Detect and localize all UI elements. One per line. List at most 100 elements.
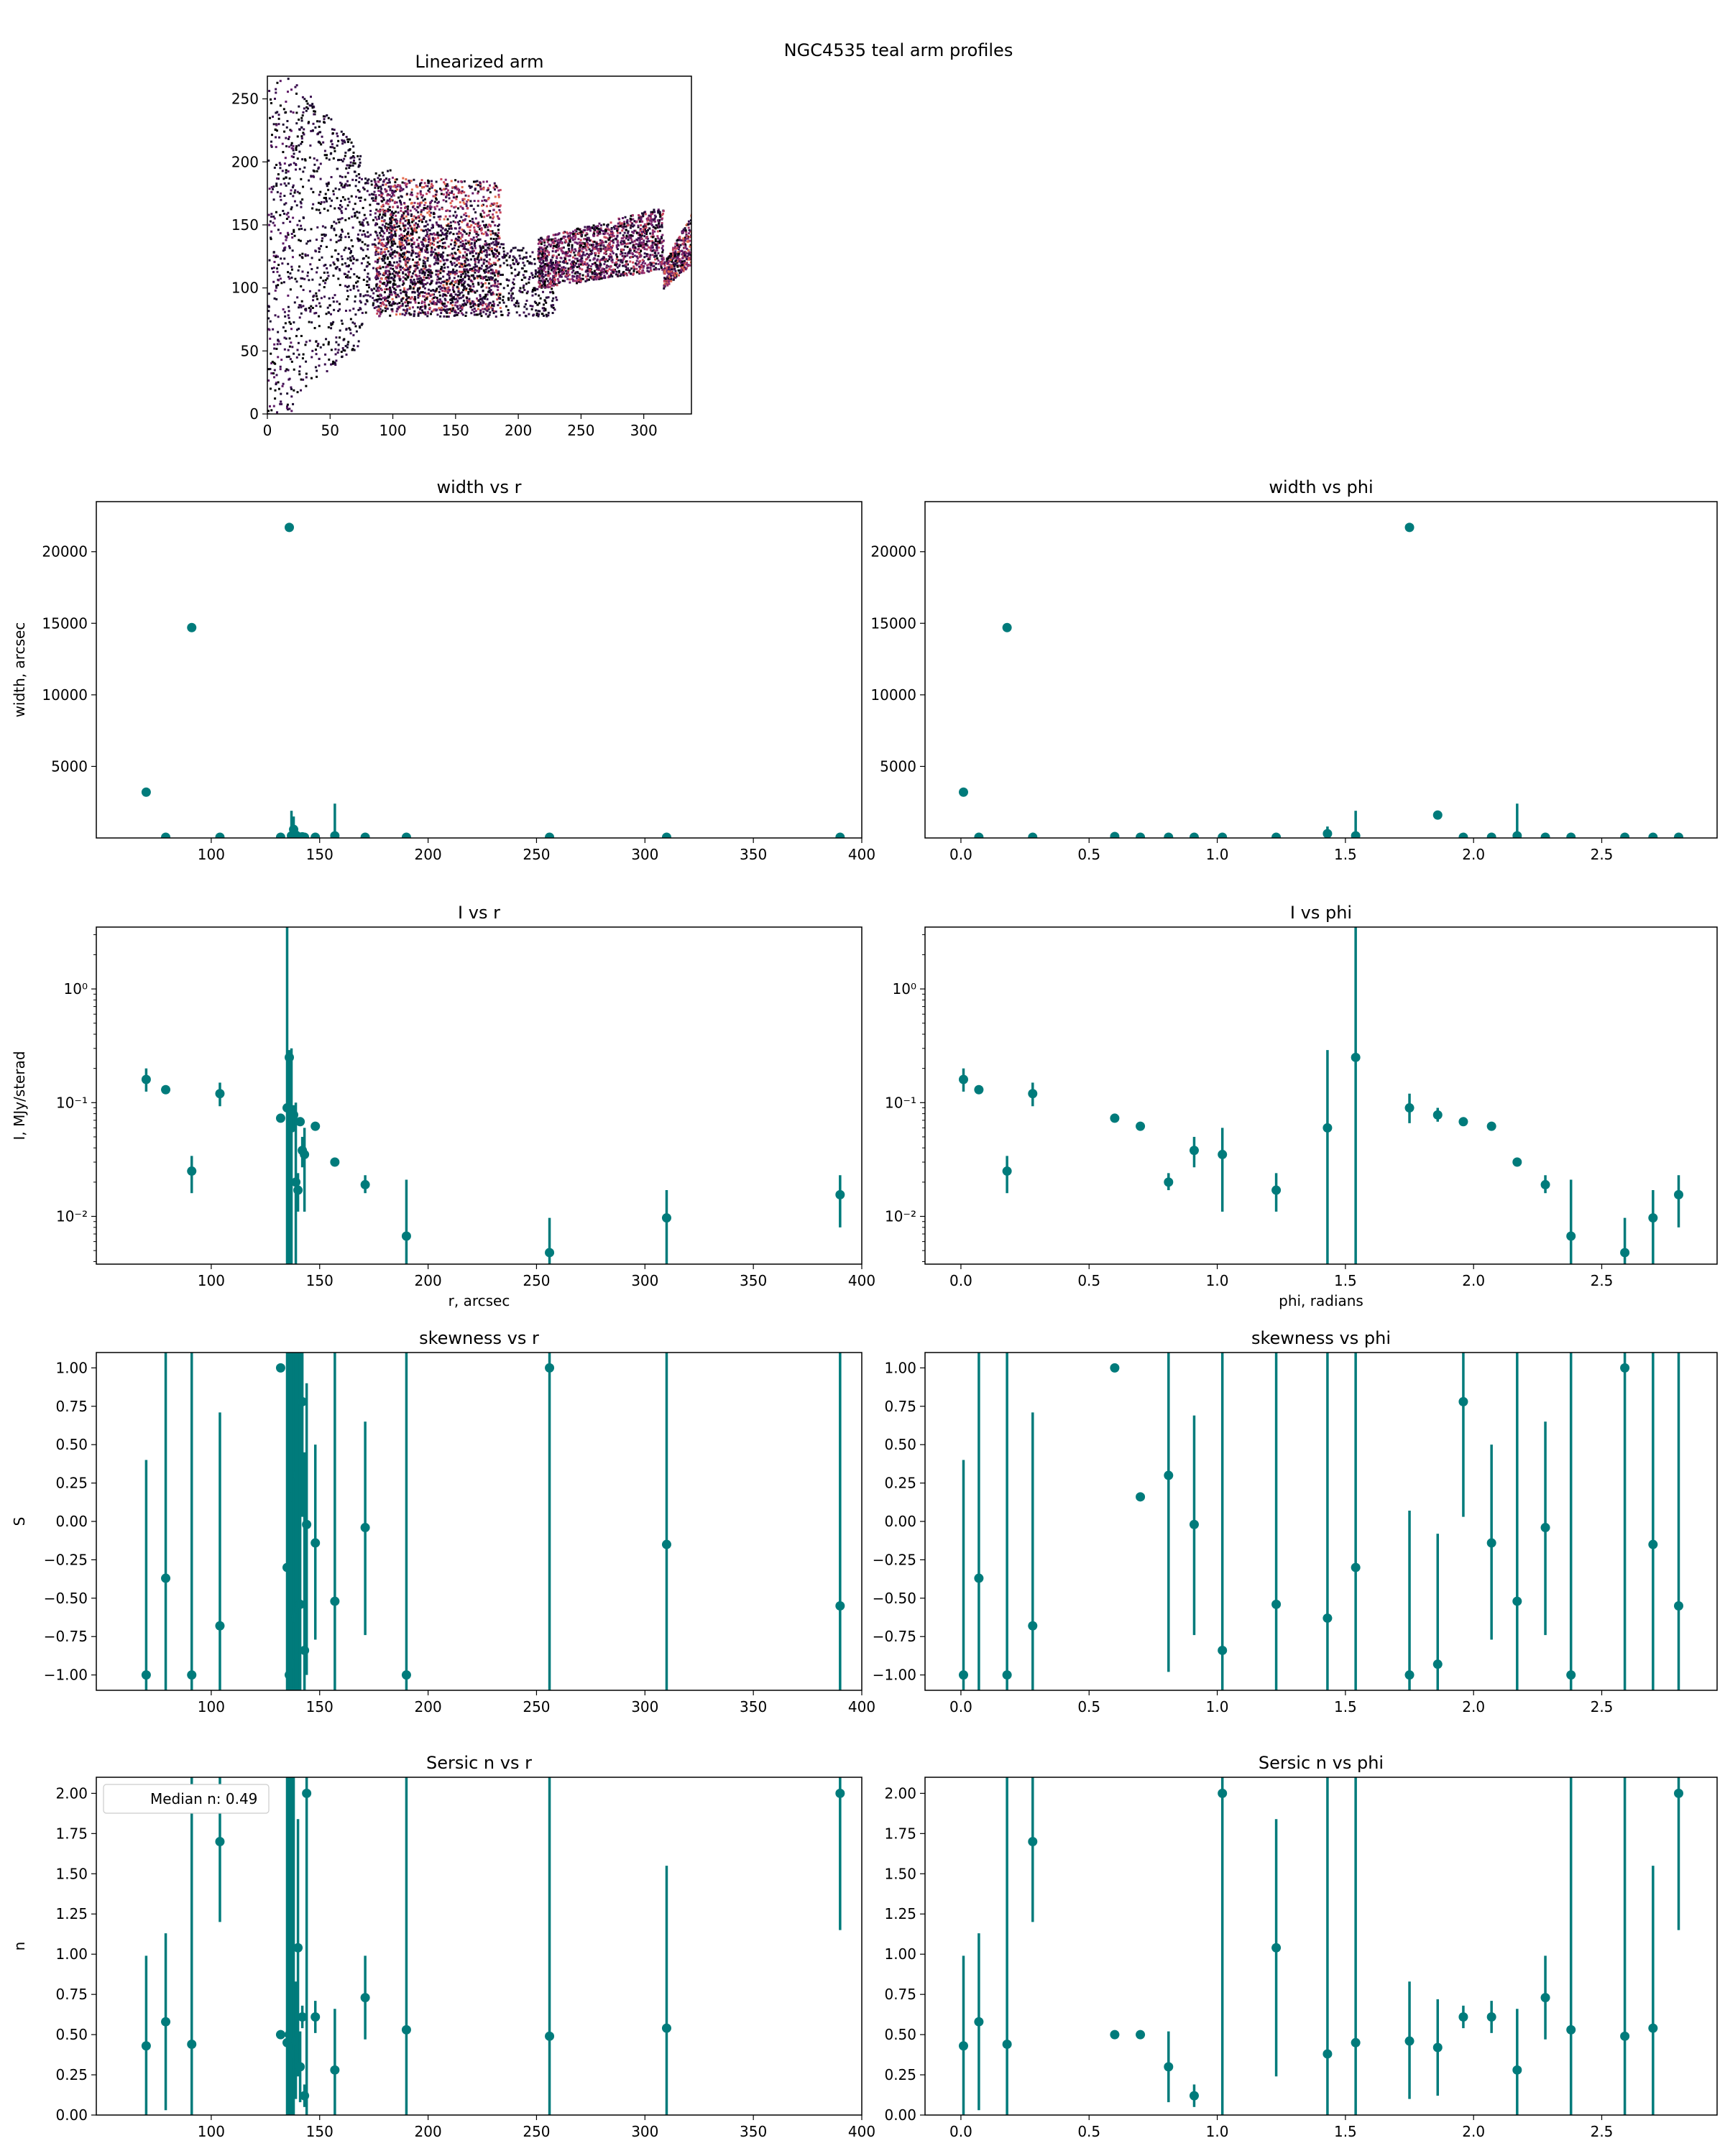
x-tick-label: 1.5: [1334, 846, 1357, 863]
data-point: [401, 1231, 411, 1241]
data-point: [1458, 832, 1468, 838]
x-tick-label: 250: [523, 1698, 550, 1715]
data-point: [1540, 832, 1550, 838]
data-point: [1028, 1621, 1038, 1631]
chart-I_r: I vs r 100 150 200 250 300 350 400 10⁻² 10⁻¹ 10⁰ r,…: [11, 903, 875, 1309]
x-tick-label: 200: [415, 1272, 442, 1289]
axes-frame: [924, 501, 1718, 839]
y-tick-label: 1.00: [55, 1945, 88, 1963]
y-tick-label: 1.25: [55, 1905, 88, 1922]
x-tick-label: 1.5: [1334, 1698, 1357, 1715]
x-tick-label: 2.0: [1462, 1698, 1485, 1715]
data-point: [302, 1519, 312, 1529]
data-point: [300, 832, 310, 838]
data-point: [141, 1074, 151, 1084]
data-point: [215, 1621, 225, 1631]
axes-frame: [96, 1352, 862, 1691]
data-point: [835, 1189, 845, 1199]
y-tick-label: 5000: [51, 757, 88, 775]
data-point: [1164, 1470, 1174, 1480]
y-tick-label: −0.25: [44, 1551, 88, 1568]
x-tick-label: 2.5: [1591, 1698, 1614, 1715]
y-tick-label: −0.75: [44, 1628, 88, 1645]
y-tick-label: 0.75: [884, 1986, 916, 2003]
y-tick-label: 0.50: [55, 1436, 88, 1453]
data-point: [1648, 1539, 1658, 1549]
data-point: [958, 1670, 968, 1680]
x-axis-label: r, arcsec: [448, 1292, 510, 1309]
image-panel-title: Linearized arm: [415, 52, 543, 72]
y-tick-label: 10⁻¹: [56, 1094, 88, 1111]
data-point: [310, 832, 321, 838]
data-point: [1189, 2091, 1199, 2101]
y-tick-label: −1.00: [873, 1667, 916, 1684]
x-tick-label: 2.5: [1591, 1272, 1614, 1289]
image-xtick-label: 250: [567, 422, 594, 439]
data-point: [215, 1089, 225, 1099]
data-point: [1322, 829, 1333, 838]
chart-n_phi: Sersic n vs phi 0.0 0.5 1.0 1.5 2.0 2.5 0.00 0.2…: [884, 1753, 1718, 2140]
data-point: [1110, 2030, 1120, 2040]
axes-frame: [924, 926, 1718, 1265]
plot-area: [958, 927, 1684, 1264]
data-point: [1486, 2012, 1496, 2022]
axes-frame: [96, 501, 862, 839]
y-tick-label: 0.25: [55, 2066, 88, 2083]
image-xtick-label: 200: [505, 422, 532, 439]
x-tick-label: 300: [631, 1698, 658, 1715]
x-tick-label: 200: [415, 1698, 442, 1715]
data-point: [1540, 1523, 1550, 1533]
data-point: [958, 787, 968, 797]
y-tick-label: 0.25: [55, 1475, 88, 1492]
data-point: [310, 1538, 321, 1548]
data-point: [1271, 1599, 1282, 1609]
data-point: [1322, 1123, 1333, 1133]
x-tick-label: 300: [631, 846, 658, 863]
y-tick-label: 1.00: [884, 1945, 916, 1963]
y-tick-label: 1.00: [884, 1359, 916, 1376]
plot-area: [958, 522, 1684, 838]
data-point: [1674, 1601, 1684, 1611]
chart-n_r: Sersic n vs r 100 150 200 250 300 350 400 0.00 0.…: [11, 1753, 875, 2140]
y-tick-label: 0.00: [884, 2106, 916, 2124]
chart-title: width vs r: [437, 477, 522, 497]
y-axis-label: I, MJy/sterad: [11, 1051, 28, 1140]
y-axis-label: n: [11, 1942, 28, 1951]
plot-area: [958, 1777, 1684, 2115]
data-point: [1540, 1993, 1550, 2003]
figure-title: NGC4535 teal arm profiles: [784, 40, 1013, 60]
data-point: [1322, 1613, 1333, 1623]
data-point: [1512, 831, 1522, 838]
data-point: [1512, 1596, 1522, 1606]
x-tick-label: 350: [740, 2123, 767, 2140]
x-tick-label: 350: [740, 1698, 767, 1715]
x-tick-label: 1.5: [1334, 2123, 1357, 2140]
data-point: [545, 1248, 555, 1258]
chart-title: Sersic n vs r: [426, 1753, 532, 1773]
y-tick-label: 20000: [42, 543, 88, 561]
data-point: [275, 1363, 285, 1373]
y-tick-label: 10⁻¹: [885, 1094, 916, 1111]
x-tick-label: 2.0: [1462, 2123, 1485, 2140]
chart-title: I vs phi: [1290, 903, 1352, 923]
data-point: [295, 1599, 305, 1609]
x-tick-label: 0.5: [1077, 2123, 1100, 2140]
axes-frame: [924, 1352, 1718, 1691]
x-axis-label: phi, radians: [1279, 1292, 1363, 1309]
data-point: [141, 787, 151, 797]
data-point: [285, 522, 295, 533]
data-point: [661, 2023, 671, 2033]
x-tick-label: 0.0: [949, 846, 972, 863]
data-point: [275, 2030, 285, 2040]
y-axis-label: width, arcsec: [11, 622, 28, 718]
axes-frame: [96, 1777, 862, 2116]
data-point: [275, 1113, 285, 1123]
image-xtick-label: 0: [263, 422, 272, 439]
axes-frame: [924, 1777, 1718, 2116]
data-point: [1566, 1231, 1576, 1241]
y-tick-label: 15000: [870, 614, 916, 632]
y-axis-label: S: [11, 1517, 28, 1526]
y-tick-label: 20000: [870, 543, 916, 561]
data-point: [1189, 832, 1199, 838]
data-point: [974, 2017, 984, 2027]
